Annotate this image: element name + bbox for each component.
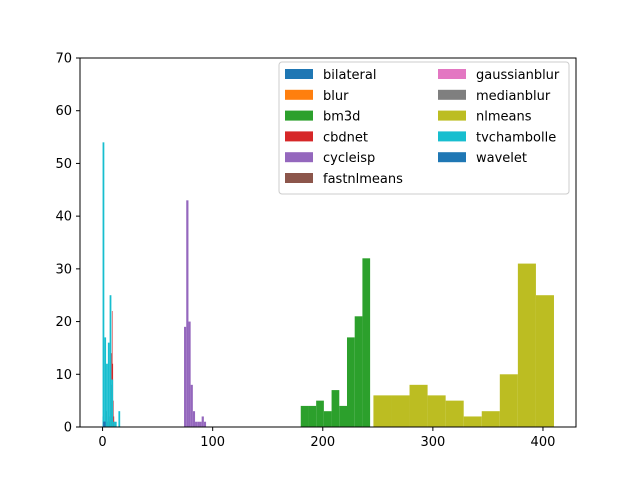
- legend-item-medianblur: medianblur: [438, 89, 551, 104]
- bar-nlmeans-5: [463, 416, 482, 427]
- legend-item-nlmeans: nlmeans: [438, 110, 532, 125]
- legend-label: bilateral: [323, 68, 376, 83]
- y-tick-label: 70: [55, 52, 72, 67]
- legend-swatch: [285, 173, 313, 183]
- x-tick-label: 100: [200, 435, 225, 450]
- bar-bm3d-2: [316, 400, 324, 427]
- legend-item-wavelet: wavelet: [438, 151, 527, 166]
- legend: bilateral blur bm3d cbdnet cycleisp fastnlmea…: [278, 61, 570, 195]
- bar-tvchambolle-6: [113, 421, 115, 427]
- legend-item-bm3d: bm3d: [285, 110, 360, 125]
- legend-label: nlmeans: [476, 110, 532, 125]
- bar-wavelet-9: [105, 421, 106, 427]
- y-tick-label: 30: [55, 262, 72, 277]
- plot-frame: [79, 57, 577, 428]
- bar-tvchambolle-3: [107, 342, 110, 427]
- legend-label: tvchambolle: [476, 130, 556, 145]
- series-bm3d: [300, 258, 371, 427]
- bar-nlmeans-4: [445, 400, 464, 427]
- y-tick-label: 0: [64, 421, 72, 436]
- legend-item-cbdnet: cbdnet: [285, 130, 368, 145]
- series-wavelet: [103, 421, 106, 427]
- legend-item-tvchambolle: tvchambolle: [438, 130, 556, 145]
- bar-tvchambolle-7: [114, 421, 117, 427]
- legend-label: bm3d: [323, 110, 360, 125]
- bar-cycleisp-6: [197, 421, 200, 427]
- x-tick-label: 400: [531, 435, 556, 450]
- legend-swatch: [285, 110, 313, 121]
- bar-nlmeans-1: [391, 395, 410, 427]
- bar-tvchambolle-1: [104, 337, 107, 427]
- legend-swatch: [438, 131, 466, 142]
- bar-tvchambolle-9: [118, 411, 121, 427]
- bar-cycleisp-9: [203, 421, 207, 427]
- bar-cbdnet-8: [113, 416, 115, 427]
- bar-nlmeans-2: [409, 384, 428, 427]
- bar-nlmeans-6: [481, 411, 500, 427]
- legend-label: fastnlmeans: [323, 172, 403, 187]
- bar-cbdnet-5: [111, 311, 113, 427]
- bar-cycleisp-3: [190, 384, 193, 427]
- axes-layer: 0 100 200 300 400 0 10 20 30 40 50 60 70: [55, 52, 577, 450]
- bar-bm3d-1: [308, 405, 317, 427]
- bar-cycleisp-0: [184, 326, 187, 427]
- legend-label: cycleisp: [323, 151, 375, 166]
- bar-cycleisp-5: [195, 421, 198, 427]
- legend-swatch: [285, 131, 313, 142]
- series-nlmeans: [373, 263, 554, 427]
- bar-bm3d-7: [354, 316, 363, 427]
- bar-bm3d-0: [300, 405, 309, 427]
- bar-tvchambolle-4: [109, 295, 112, 427]
- bar-cycleisp-7: [199, 421, 202, 427]
- y-tick-label: 50: [55, 157, 72, 172]
- legend-label: gaussianblur: [476, 68, 560, 83]
- legend-swatch: [285, 69, 313, 79]
- legend-label: cbdnet: [323, 130, 368, 145]
- bar-tvchambolle-0: [102, 142, 105, 427]
- y-tick-label: 10: [55, 368, 72, 383]
- legend-swatch: [285, 152, 313, 163]
- bar-nlmeans-7: [499, 374, 518, 427]
- bar-tvchambolle-5: [111, 379, 114, 427]
- bar-cycleisp-8: [201, 416, 204, 427]
- series-tvchambolle: [102, 142, 121, 427]
- bar-cycleisp-1: [186, 200, 189, 427]
- bar-bm3d-4: [331, 390, 340, 427]
- bar-cbdnet-7: [113, 400, 114, 427]
- legend-label: medianblur: [476, 89, 551, 104]
- x-tick-label: 300: [420, 435, 445, 450]
- y-tick-label: 20: [55, 315, 72, 330]
- legend-swatch: [438, 152, 466, 163]
- bar-tvchambolle-2: [106, 363, 108, 427]
- bars-layer: [102, 142, 554, 427]
- legend-item-bilateral: bilateral: [285, 68, 376, 83]
- bar-nlmeans-8: [517, 263, 536, 427]
- bar-nlmeans-9: [535, 295, 554, 427]
- legend-item-fastnlmeans: fastnlmeans: [285, 172, 403, 187]
- legend-swatch: [438, 89, 466, 100]
- legend-frame: [278, 61, 570, 195]
- bar-bm3d-3: [323, 411, 332, 427]
- y-tick-label: 40: [55, 210, 72, 225]
- legend-swatch: [438, 69, 466, 79]
- bar-bm3d-5: [339, 405, 347, 427]
- legend-item-gaussianblur: gaussianblur: [438, 68, 560, 83]
- legend-label: blur: [323, 89, 349, 104]
- legend-label: wavelet: [476, 151, 527, 166]
- bar-bm3d-8: [362, 258, 371, 427]
- legend-swatch: [438, 110, 466, 121]
- y-tick-label: 60: [55, 104, 72, 119]
- bar-bm3d-6: [346, 337, 355, 427]
- bar-nlmeans-3: [427, 395, 446, 427]
- legend-swatch: [285, 89, 313, 100]
- x-tick-label: 200: [310, 435, 335, 450]
- series-cycleisp: [184, 200, 207, 427]
- bar-cycleisp-4: [192, 411, 196, 427]
- x-tick-label: 0: [98, 435, 106, 450]
- bar-nlmeans-0: [373, 395, 392, 427]
- bar-cycleisp-2: [188, 321, 191, 427]
- legend-item-blur: blur: [285, 89, 349, 104]
- legend-item-cycleisp: cycleisp: [285, 151, 375, 166]
